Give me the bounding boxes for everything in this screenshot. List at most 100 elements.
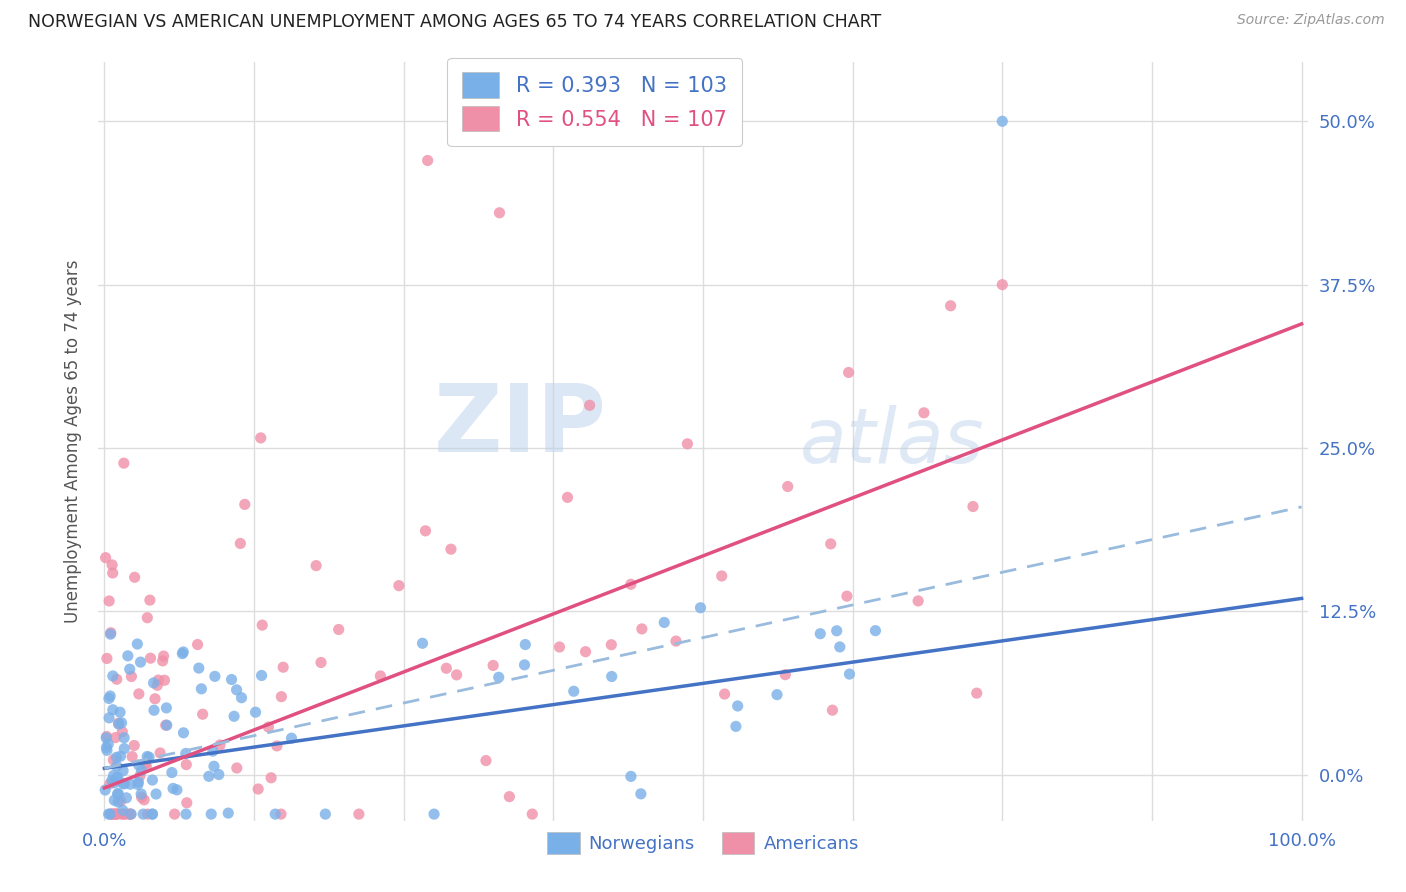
Point <box>156 718 179 732</box>
Point <box>201 744 224 758</box>
Point <box>652 615 675 630</box>
Point <box>141 772 163 787</box>
Point <box>991 114 1014 128</box>
Point <box>149 746 172 760</box>
Point <box>104 731 127 745</box>
Point <box>314 807 336 822</box>
Point <box>631 622 654 636</box>
Point <box>208 767 231 781</box>
Point <box>562 684 585 698</box>
Point <box>103 807 125 822</box>
Point <box>247 782 270 797</box>
Text: Source: ZipAtlas.com: Source: ZipAtlas.com <box>1237 13 1385 28</box>
Point <box>105 807 128 822</box>
Point <box>991 277 1014 292</box>
Point <box>112 456 135 470</box>
Point <box>101 773 124 788</box>
Point <box>98 594 121 608</box>
Point <box>136 807 159 822</box>
Point <box>231 690 253 705</box>
Point <box>309 656 332 670</box>
Point <box>270 807 292 822</box>
Point <box>112 807 135 822</box>
Point <box>97 691 120 706</box>
Point <box>105 771 128 785</box>
Point <box>260 771 283 785</box>
Point <box>578 398 600 412</box>
Point <box>838 366 860 380</box>
Point <box>204 669 226 683</box>
Point <box>139 593 162 607</box>
Point <box>146 678 169 692</box>
Point <box>222 709 245 723</box>
Point <box>97 807 120 822</box>
Point <box>97 737 120 751</box>
Point <box>187 661 209 675</box>
Text: atlas: atlas <box>800 405 984 478</box>
Point <box>208 738 231 752</box>
Point <box>127 637 149 651</box>
Point <box>163 807 186 822</box>
Point <box>94 550 117 565</box>
Point <box>120 777 142 791</box>
Point <box>548 640 571 654</box>
Point <box>108 705 131 719</box>
Point <box>620 769 643 783</box>
Point <box>498 789 520 804</box>
Point <box>821 703 844 717</box>
Point <box>776 479 799 493</box>
Point <box>105 750 128 764</box>
Point <box>446 668 468 682</box>
Point <box>115 790 138 805</box>
Text: NORWEGIAN VS AMERICAN UNEMPLOYMENT AMONG AGES 65 TO 74 YEARS CORRELATION CHART: NORWEGIAN VS AMERICAN UNEMPLOYMENT AMONG… <box>28 13 882 31</box>
Point <box>101 566 124 580</box>
Point <box>270 690 292 704</box>
Point <box>155 701 177 715</box>
Point <box>710 569 733 583</box>
Point <box>100 627 122 641</box>
Point <box>138 750 160 764</box>
Point <box>143 703 166 717</box>
Point <box>111 776 134 790</box>
Point <box>128 687 150 701</box>
Point <box>98 711 121 725</box>
Point <box>101 669 124 683</box>
Point <box>101 807 124 822</box>
Point <box>174 807 197 822</box>
Point <box>727 698 749 713</box>
Point <box>96 740 118 755</box>
Point <box>187 638 209 652</box>
Point <box>114 807 136 822</box>
Point <box>127 775 149 789</box>
Point <box>101 558 124 572</box>
Point <box>515 638 537 652</box>
Point <box>225 761 247 775</box>
Point <box>266 739 288 753</box>
Legend: Norwegians, Americans: Norwegians, Americans <box>540 824 866 861</box>
Point <box>202 759 225 773</box>
Point <box>233 497 256 511</box>
Point <box>141 807 163 822</box>
Point <box>252 618 274 632</box>
Point <box>135 759 157 773</box>
Point <box>107 795 129 809</box>
Point <box>190 681 212 696</box>
Point <box>217 806 239 821</box>
Point <box>271 660 294 674</box>
Point <box>107 717 129 731</box>
Point <box>488 670 510 684</box>
Point <box>105 759 128 773</box>
Point <box>120 807 142 822</box>
Point <box>111 803 134 817</box>
Point <box>120 669 142 683</box>
Point <box>124 570 146 584</box>
Point <box>328 623 350 637</box>
Point <box>131 790 153 805</box>
Text: ZIP: ZIP <box>433 380 606 473</box>
Point <box>131 764 153 778</box>
Point <box>129 655 152 669</box>
Point <box>107 716 129 731</box>
Point <box>305 558 328 573</box>
Point <box>411 636 433 650</box>
Point <box>94 783 117 797</box>
